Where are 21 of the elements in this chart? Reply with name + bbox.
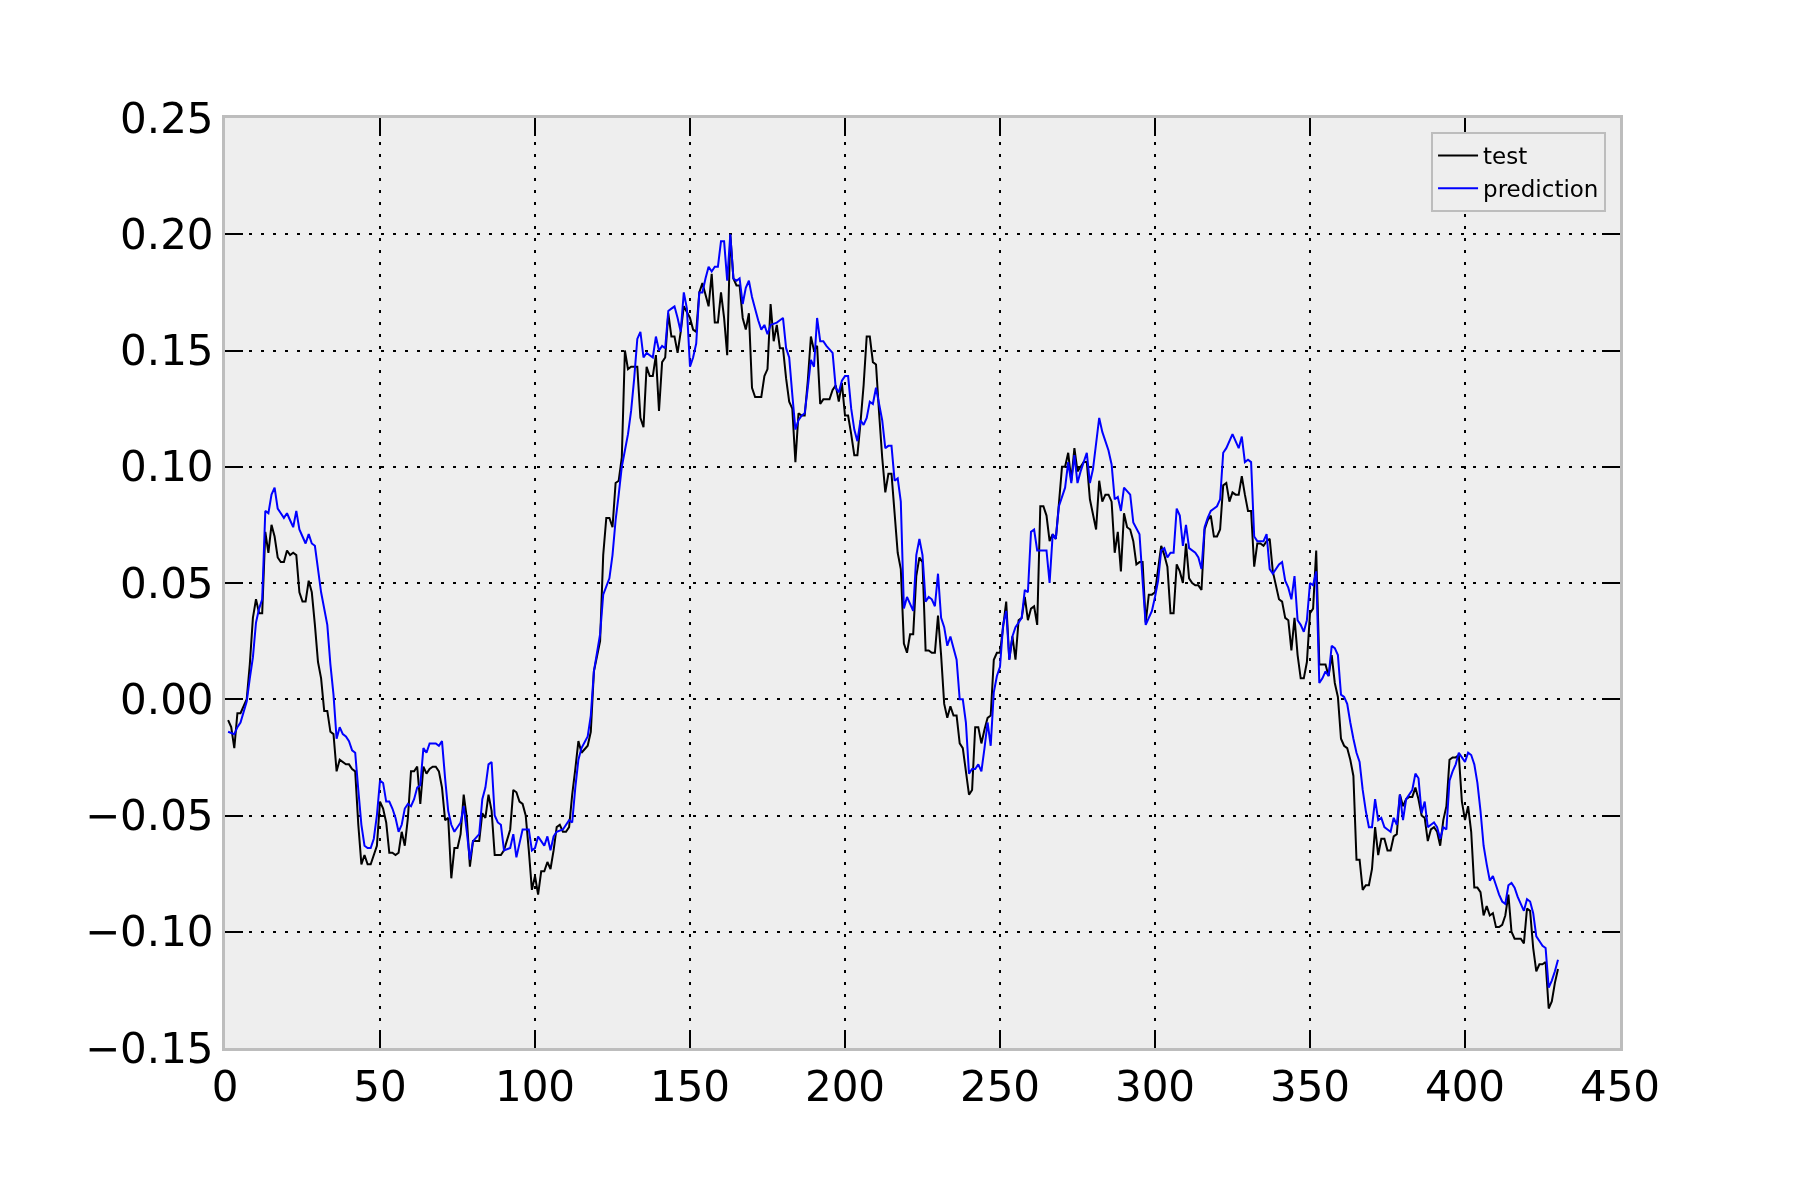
legend-label: prediction (1483, 176, 1599, 203)
x-tick-label: 0 (211, 1062, 239, 1112)
legend-label: test (1483, 143, 1528, 170)
x-tick-label: 350 (1269, 1062, 1351, 1112)
x-tick-label: 400 (1424, 1062, 1506, 1112)
y-tick-label: 0.10 (120, 442, 214, 492)
y-tick-label: 0.00 (120, 674, 214, 724)
y-tick-label: −0.10 (84, 907, 214, 957)
y-tick-label: 0.15 (120, 326, 214, 376)
y-tick-label: 0.25 (120, 93, 214, 143)
x-tick-label: 300 (1114, 1062, 1196, 1112)
x-tick-label: 50 (353, 1062, 407, 1112)
x-tick-label: 200 (804, 1062, 886, 1112)
x-tick-label: 150 (649, 1062, 731, 1112)
y-tick-label: 0.05 (120, 558, 214, 608)
x-tick-label: 250 (959, 1062, 1041, 1112)
y-tick-label: −0.15 (84, 1023, 214, 1073)
x-tick-label: 100 (494, 1062, 576, 1112)
x-tick-label: 450 (1579, 1062, 1661, 1112)
y-tick-label: −0.05 (84, 791, 214, 841)
y-tick-label: 0.20 (120, 209, 214, 259)
